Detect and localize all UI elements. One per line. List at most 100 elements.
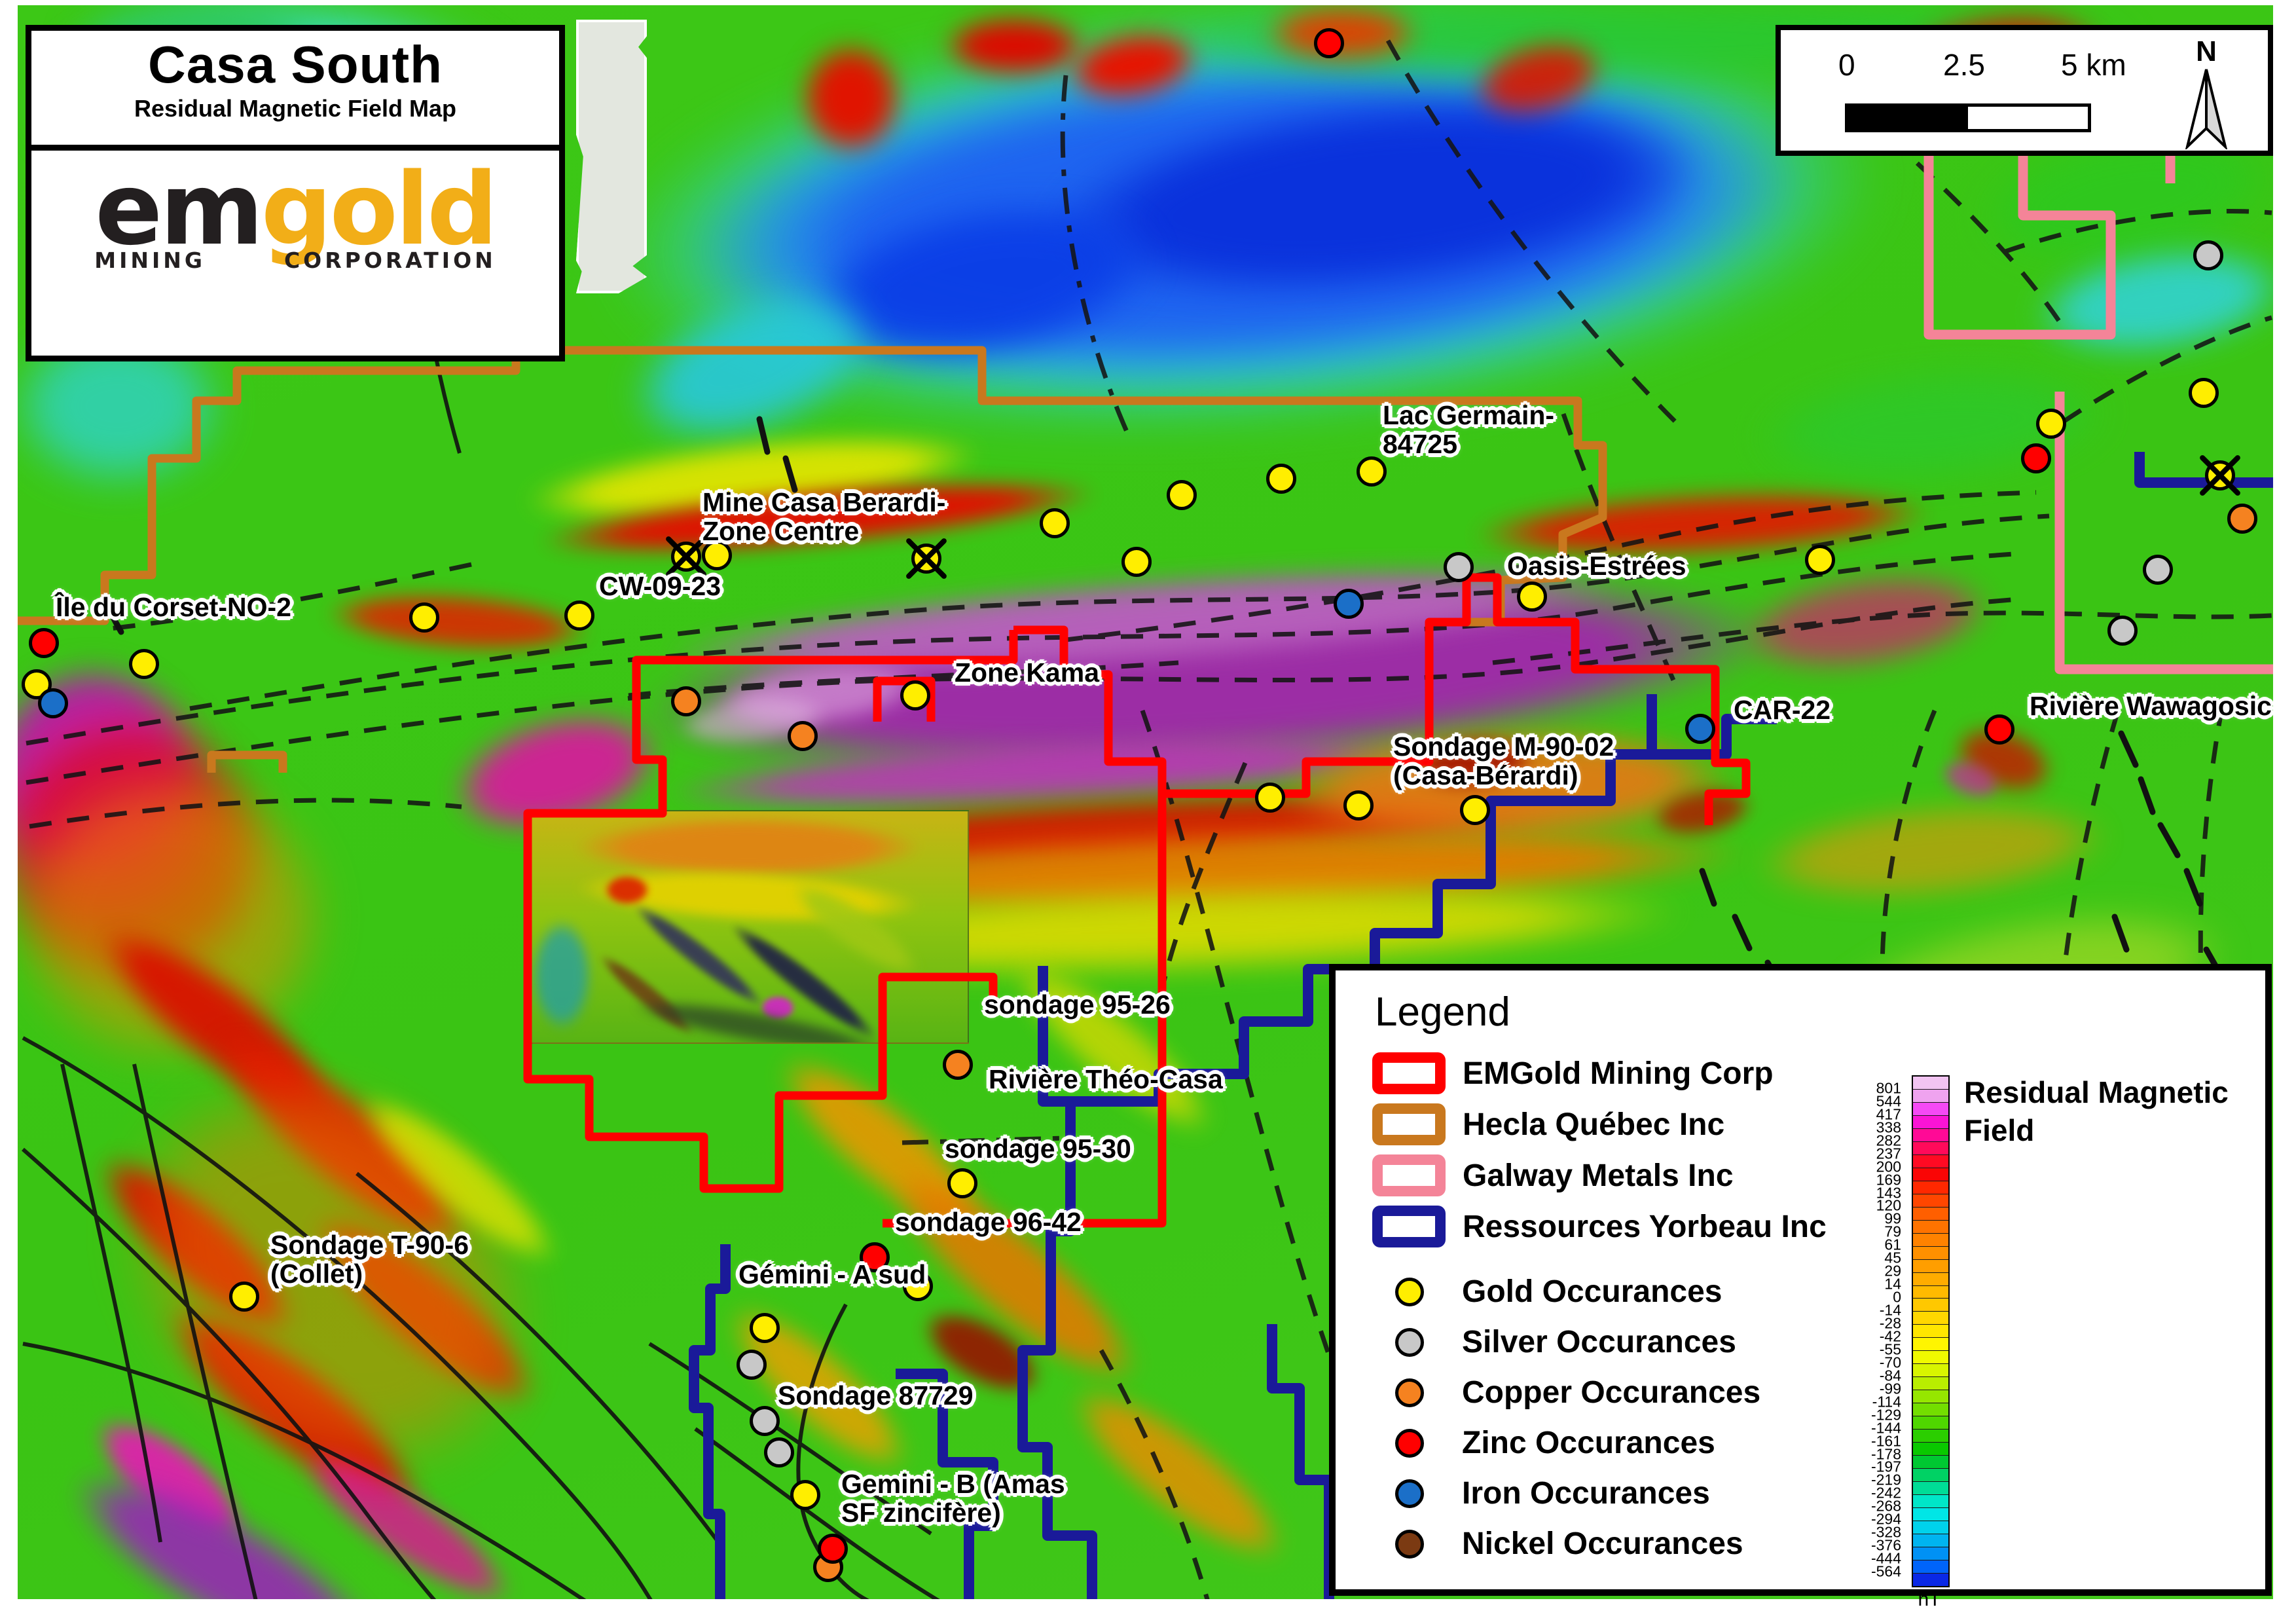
colorbar-tick: 120 (1876, 1196, 1901, 1214)
gold-occurrence-marker (702, 540, 732, 570)
occurrence-label: Gold Occurances (1462, 1274, 1722, 1309)
colorbar-tick: -14 (1879, 1301, 1901, 1319)
colorbar-tick: 79 (1884, 1223, 1901, 1240)
logo-em-text: em (95, 151, 263, 267)
detailed-survey-inset (528, 810, 969, 1044)
colorbar-tick: 99 (1884, 1209, 1901, 1227)
fault-lines-dashdot (902, 75, 1132, 1145)
silver-occurrence-marker (2143, 555, 2173, 585)
colorbar-tick-labels: 801 544 417 338 282 237 200 169 143 120 99 79 61 45 29… (1833, 1075, 1906, 1585)
colorbar-tick: 169 (1876, 1171, 1901, 1189)
zinc-occurrence-marker (860, 1242, 890, 1272)
iron-occurrence-marker (38, 688, 68, 718)
legend-occurrence-gold: Gold Occurances (1372, 1266, 1760, 1317)
gold-occurrence-marker (947, 1168, 977, 1198)
legend-occurrence-items: Gold Occurances Silver Occurances Copper O… (1372, 1266, 1760, 1569)
silver-occurrence-marker (737, 1350, 767, 1380)
boundary-swatch (1372, 1052, 1446, 1094)
colorbar-unit: nT (1918, 1589, 1941, 1610)
galway-metals-boundary (1923, 136, 2273, 674)
map-label-car-22: CAR-22 (1734, 695, 1831, 725)
colorbar-tick: -70 (1879, 1354, 1901, 1371)
colorbar-tick: 801 (1876, 1079, 1901, 1097)
gold-occurrence-marker (1460, 795, 1490, 825)
iron-dot-icon (1395, 1479, 1424, 1508)
boundary-label: Ressources Yorbeau Inc (1463, 1209, 1827, 1244)
boundary-swatch (1372, 1154, 1446, 1196)
zinc-occurrence-marker (1314, 28, 1344, 58)
gold-occurrence-marker (409, 602, 439, 633)
emgold-logo: emgold MINING CORPORATION (31, 160, 559, 369)
gold-occurrence-marker (1167, 480, 1197, 510)
occurrence-label: Nickel Occurances (1462, 1526, 1743, 1561)
legend-occurrence-copper: Copper Occurances (1372, 1367, 1760, 1418)
map-label-gemini-b: Gemini - B (Amas SF zincifère) (841, 1469, 1065, 1528)
colorbar-tick: 143 (1876, 1184, 1901, 1202)
colorbar-tick: 61 (1884, 1236, 1901, 1253)
legend-occurrence-iron: Iron Occurances (1372, 1468, 1760, 1519)
copper-occurrence-marker (671, 686, 701, 716)
copper-occurrence-marker (788, 721, 818, 751)
legend-occurrence-nickel: Nickel Occurances (1372, 1519, 1760, 1569)
occurrence-label: Copper Occurances (1462, 1375, 1761, 1410)
legend-boundary-2: Hecla Québec Inc (1372, 1099, 1827, 1150)
boundary-swatch (1372, 1103, 1446, 1145)
scale-bar: 0 2.5 5 km N (1776, 25, 2273, 156)
gold-occurrence-marker (1040, 508, 1070, 538)
colorbar-tick: -99 (1879, 1380, 1901, 1397)
boundary-swatch (1372, 1206, 1446, 1247)
map-label-oasis-estrees: Oasis-Estrées (1507, 551, 1686, 581)
map-label-zone-kama: Zone Kama (955, 657, 1099, 688)
colorbar-tick: 14 (1884, 1275, 1901, 1293)
colorbar-tick: -197 (1870, 1458, 1901, 1475)
colorbar-tick: 237 (1876, 1145, 1901, 1162)
map-label-riviere-wawagosic: Rivière Wawagosic (2030, 691, 2272, 721)
scale-tick-0: 0 (1838, 48, 1855, 82)
silver-occurrence-marker (2107, 616, 2138, 646)
map-label-sondage-87729: Sondage 87729 (778, 1380, 974, 1411)
logo-corporation-text: CORPORATION (283, 248, 496, 273)
gold-occurrence-marker-mine (911, 544, 941, 574)
map-label-sondage-96-42: sondage 96-42 (895, 1207, 1082, 1237)
legend-boundary-1: EMGold Mining Corp (1372, 1048, 1827, 1099)
zinc-occurrence-marker (2021, 443, 2051, 473)
colorbar-tick: -328 (1870, 1523, 1901, 1541)
map-title: Casa South (147, 35, 443, 94)
boundaries-and-faults-overlay (18, 39, 2273, 1599)
gold-occurrence-marker (1266, 464, 1296, 494)
map-label-mine-casa-berardi: Mine Casa Berardi- Zone Centre (702, 487, 946, 547)
north-label: N (2196, 35, 2217, 67)
colorbar-tick: -268 (1870, 1497, 1901, 1515)
no-data-area (576, 20, 647, 293)
occurrence-label: Zinc Occurances (1462, 1426, 1715, 1460)
colorbar-tick: -114 (1872, 1393, 1901, 1411)
map-label-sondage-95-26: sondage 95-26 (984, 989, 1171, 1020)
colorbar-tick: 417 (1876, 1105, 1901, 1123)
gold-occurrence-marker-mine (2205, 460, 2235, 490)
zinc-occurrence-marker (29, 628, 59, 658)
zinc-occurrence-marker (818, 1534, 848, 1564)
legend-boundary-items: EMGold Mining Corp Hecla Québec Inc Galway… (1372, 1048, 1827, 1252)
gold-occurrence-marker (1357, 456, 1387, 487)
gold-dot-icon (1395, 1277, 1424, 1306)
colorbar-tick: 45 (1884, 1249, 1901, 1266)
colorbar-tick: -28 (1879, 1314, 1901, 1332)
map-label-sondage-t-90-6: Sondage T-90-6 (Collet) (270, 1230, 469, 1289)
north-arrow: N (2167, 35, 2246, 153)
boundary-label: Hecla Québec Inc (1463, 1107, 1725, 1142)
copper-occurrence-marker (943, 1050, 973, 1080)
logo-mining-text: MINING (94, 248, 206, 273)
title-box: Casa South Residual Magnetic Field Map e… (26, 25, 565, 361)
colorbar-tick: 200 (1876, 1158, 1901, 1175)
north-arrow-icon (2185, 69, 2228, 151)
map-label-ile-du-corset-no-2: Île du Corset-NO-2 (56, 592, 291, 622)
gold-occurrence-marker (900, 680, 930, 710)
colorbar-tick: -444 (1870, 1549, 1901, 1567)
gold-occurrence-marker (903, 1271, 933, 1301)
iron-occurrence-marker (1334, 589, 1364, 619)
colorbar-tick: 544 (1876, 1092, 1901, 1110)
gold-occurrence-marker (1255, 783, 1285, 813)
colorbar-tick: 338 (1876, 1118, 1901, 1136)
gold-occurrence-marker (129, 649, 159, 679)
colorbar (1912, 1075, 1950, 1587)
